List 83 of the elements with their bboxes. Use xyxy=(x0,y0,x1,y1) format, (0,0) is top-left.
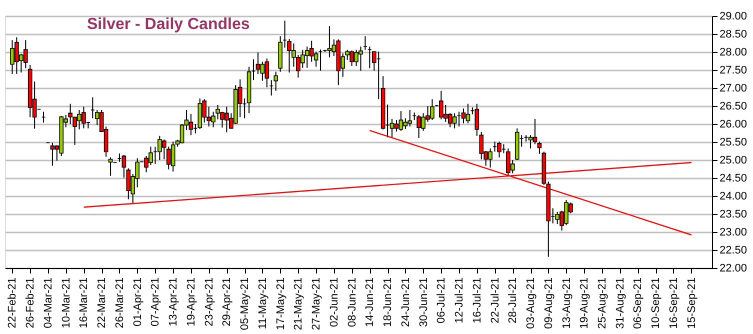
y-tick-label: 26.00 xyxy=(720,118,748,130)
x-tick-label: 09-Aug-21 xyxy=(542,278,555,329)
x-tick-label: 19-Aug-21 xyxy=(578,278,591,329)
x-tick-label: 19-Apr-21 xyxy=(185,278,198,326)
x-tick-label: 08-Jun-21 xyxy=(346,278,358,328)
candlestick xyxy=(180,124,184,144)
candlestick xyxy=(126,168,131,200)
x-tick-label: 13-Apr-21 xyxy=(168,278,180,326)
candlestick xyxy=(309,40,314,62)
candlestick xyxy=(408,109,412,128)
y-tick-label: 22.00 xyxy=(720,262,748,274)
x-tick-label: 26-Mar-21 xyxy=(114,278,126,328)
y-tick-label: 23.50 xyxy=(720,208,748,220)
y-tick-label: 27.00 xyxy=(720,82,748,94)
candlestick xyxy=(304,46,310,68)
x-tick-label: 27-May-21 xyxy=(310,278,323,330)
candlestick xyxy=(260,61,265,82)
x-tick-label: 05-May-21 xyxy=(239,278,252,330)
x-tick-label: 16-Sep-21 xyxy=(668,278,680,329)
candlestick xyxy=(108,156,113,176)
candlestick xyxy=(327,26,332,58)
x-tick-label: 06-Sep-21 xyxy=(632,278,644,329)
x-tick-label: 18-Jun-21 xyxy=(382,278,394,328)
x-tick-label: 14-Jun-21 xyxy=(364,278,376,328)
candlestick xyxy=(532,118,538,145)
candlestick xyxy=(466,103,470,124)
candlestick xyxy=(497,141,502,158)
x-tick-label: 30-Jun-21 xyxy=(418,278,430,328)
x-tick-label: 17-May-21 xyxy=(274,278,287,330)
x-tick-label: 06-Jul-21 xyxy=(436,278,448,324)
candlestick xyxy=(50,142,55,166)
x-tick-label: 23-Apr-21 xyxy=(203,278,216,326)
x-tick-label: 26-Feb-21 xyxy=(24,278,37,328)
y-tick-label: 24.00 xyxy=(720,190,748,202)
x-tick-label: 03-Aug-21 xyxy=(525,278,538,329)
candlestick xyxy=(256,52,260,74)
candlestick xyxy=(443,104,448,122)
y-tick-label: 26.50 xyxy=(720,100,748,112)
x-tick-label: 12-Jul-21 xyxy=(454,278,466,324)
candlestick xyxy=(122,154,126,178)
y-tick-label: 24.50 xyxy=(720,172,748,184)
candlestick xyxy=(314,51,318,68)
candlestick xyxy=(394,120,399,132)
x-tick-label: 10-Sep-21 xyxy=(650,278,662,329)
x-tick-label: 15-Sep-21 xyxy=(686,278,698,329)
y-tick-label: 23.00 xyxy=(720,226,748,238)
y-tick-label: 29.00 xyxy=(720,10,748,22)
x-tick-label: 29-Apr-21 xyxy=(221,278,234,326)
y-tick-label: 22.50 xyxy=(720,244,748,256)
x-tick-label: 28-Jul-21 xyxy=(507,278,520,324)
x-tick-label: 31-Aug-21 xyxy=(614,278,626,329)
candlestick xyxy=(537,141,542,154)
candlestick xyxy=(170,141,176,172)
x-tick-label: 22-Jul-21 xyxy=(489,278,502,324)
candlestick xyxy=(274,71,278,92)
x-tick-label: 13-Aug-21 xyxy=(560,278,573,329)
candlestick xyxy=(452,112,457,129)
x-tick-label: 11-May-21 xyxy=(256,278,269,330)
x-tick-label: 04-Mar-21 xyxy=(42,278,54,328)
y-tick-label: 28.50 xyxy=(720,28,748,40)
x-tick-label: 01-Apr-21 xyxy=(132,278,144,326)
y-tick-label: 27.50 xyxy=(720,64,748,76)
y-tick-label: 25.50 xyxy=(720,136,748,148)
x-tick-label: 07-Apr-21 xyxy=(150,278,162,326)
candlestick xyxy=(398,110,404,132)
y-tick-label: 28.00 xyxy=(720,46,748,58)
candlestick xyxy=(461,108,466,124)
candlestick xyxy=(390,118,394,138)
x-tick-label: 22-Mar-21 xyxy=(96,278,108,328)
candlestick xyxy=(264,58,270,88)
chart-title: Silver - Daily Candles xyxy=(87,16,250,33)
candlestick xyxy=(188,113,194,136)
x-tick-label: 25-Aug-21 xyxy=(596,278,609,329)
x-tick-label: 24-Jun-21 xyxy=(400,278,412,328)
x-tick-label: 02-Jun-21 xyxy=(328,278,340,328)
y-tick-label: 25.00 xyxy=(720,154,748,166)
candlestick xyxy=(448,112,452,128)
x-tick-label: 10-Mar-21 xyxy=(60,278,72,328)
x-tick-label: 16-Mar-21 xyxy=(78,278,90,328)
x-tick-label: 22-Feb-21 xyxy=(6,278,19,328)
x-tick-label: 21-May-21 xyxy=(292,278,305,330)
candlestick xyxy=(23,40,28,69)
x-tick-label: 16-Jul-21 xyxy=(471,278,484,324)
